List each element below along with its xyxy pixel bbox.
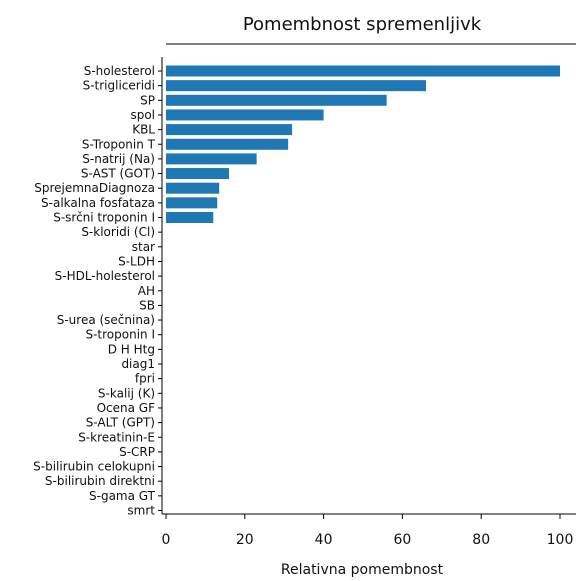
y-tick-label: S-ALT (GPT) [86,416,155,430]
y-tick-label: S-troponin I [85,328,155,342]
y-tick-label: S-bilirubin celokupni [33,460,155,474]
y-tick-label: S-natrij (Na) [82,152,155,166]
y-tick-label: S-Troponin T [82,137,156,151]
y-tick-label: fpri [135,372,155,386]
bar [166,182,220,194]
x-axis-title: Relativna pomembnost [281,562,444,578]
bar [166,168,230,180]
x-tick-label: 60 [393,532,411,548]
y-tick-label: S-kalij (K) [98,386,155,400]
y-tick-label: S-AST (GOT) [81,167,155,181]
y-tick-label: S-holesterol [84,64,155,78]
y-tick-label: S-srčni troponin I [53,211,155,225]
y-tick-label: S-bilirubin direktni [45,474,155,488]
y-tick-label: S-HDL-holesterol [55,269,155,283]
y-axis: S-holesterolS-trigliceridiSPspolKBLS-Tro… [33,57,163,518]
bar [166,65,560,77]
bar [166,212,214,223]
bar [166,109,324,121]
y-tick-label: star [132,240,155,254]
x-tick-label: 40 [315,532,333,548]
y-tick-label: S-alkalna fosfataza [41,196,155,210]
bar [166,197,218,209]
y-tick-label: KBL [132,123,155,137]
x-axis: 0 20 40 60 80 100 [162,513,576,548]
bar [166,94,387,106]
x-tick-label: 100 [547,532,574,548]
x-tick-label: 20 [236,532,254,548]
bar [166,124,293,136]
x-tick-label: 0 [162,532,171,548]
y-tick-label: S-LDH [118,254,155,268]
y-tick-label: S-trigliceridi [83,79,155,93]
y-tick-label: S-urea (sečnina) [57,313,155,327]
x-tick-label: 80 [472,532,490,548]
chart-title: Pomembnost spremenljivk [243,14,482,35]
y-tick-label: S-gama GT [89,489,156,503]
bar [166,138,289,150]
bar [166,153,257,165]
y-tick-label: D H Htg [108,342,155,356]
y-tick-label: S-CRP [119,445,155,459]
y-tick-label: SprejemnaDiagnoza [34,181,155,195]
y-tick-label: diag1 [121,357,155,371]
y-tick-label: S-kloridi (Cl) [81,225,155,239]
y-tick-label: Ocena GF [97,401,155,415]
y-tick-label: AH [138,284,155,298]
y-tick-label: spol [130,108,155,122]
y-tick-label: S-kreatinin-E [78,430,155,444]
y-tick-label: SP [140,93,155,107]
y-tick-label: smrt [127,504,155,518]
y-tick-label: SB [139,298,155,312]
bars-group [166,65,560,223]
bar [166,80,427,92]
